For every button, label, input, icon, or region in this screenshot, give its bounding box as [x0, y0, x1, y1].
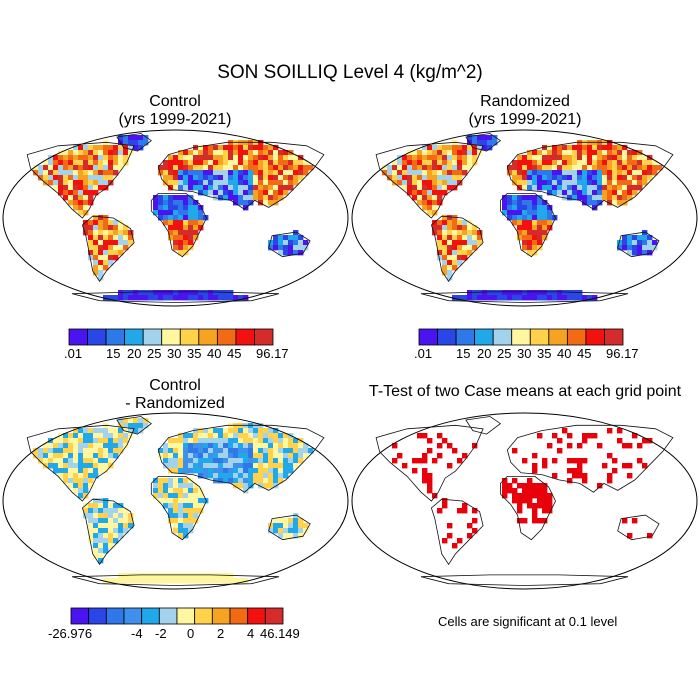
- control-cbar-label-0: .01: [64, 346, 83, 361]
- difference-cbar-label-1: -4: [131, 626, 143, 641]
- difference-cbar-swatch-1: [88, 607, 107, 625]
- difference-cbar-swatch-9: [229, 607, 249, 625]
- difference-cbar-swatch-0: [70, 607, 90, 625]
- difference-cbar-swatch-6: [176, 607, 196, 625]
- difference-cbar-swatch-4: [141, 607, 160, 625]
- significance-note: Cells are significant at 0.1 level: [438, 614, 618, 629]
- randomized-cbar-label-3: 25: [497, 346, 512, 361]
- control-cbar-label-2: 20: [127, 346, 142, 361]
- control-cbar-label-6: 40: [207, 346, 222, 361]
- difference-cbar-label-3: 0: [187, 626, 195, 641]
- difference-cbar-label-2: -2: [155, 626, 167, 641]
- control-title-line1: Control: [149, 93, 201, 110]
- difference-cbar-swatch-5: [158, 607, 178, 625]
- difference-cbar-label-0: -26.976: [48, 626, 93, 641]
- control-cbar-label-5: 35: [187, 346, 202, 361]
- randomized-cbar-label-8: 96.17: [606, 346, 639, 361]
- control-cbar-label-3: 25: [147, 346, 162, 361]
- randomized-title-line2: (yrs 1999-2021): [468, 111, 582, 128]
- control-cbar-label-7: 45: [227, 346, 242, 361]
- control-cbar-label-4: 30: [167, 346, 182, 361]
- difference-cbar-swatch-11: [264, 607, 284, 625]
- randomized-cbar-label-6: 40: [557, 346, 572, 361]
- control-title: Control (yrs 1999-2021): [75, 93, 275, 129]
- randomized-cbar-label-7: 45: [577, 346, 592, 361]
- randomized-cbar-label-0: .01: [414, 346, 433, 361]
- difference-title-line2: - Randomized: [125, 395, 225, 412]
- randomized-cbar-swatch-10: [604, 328, 624, 346]
- difference-title-line1: Control: [149, 377, 201, 394]
- difference-cbar-swatch-7: [194, 607, 213, 625]
- difference-cbar-swatch-10: [247, 607, 266, 625]
- difference-cbar-swatch-3: [123, 607, 143, 625]
- randomized-cbar-label-5: 35: [537, 346, 552, 361]
- difference-cbar-label-6: 46.149: [260, 626, 300, 641]
- difference-title: Control - Randomized: [75, 377, 275, 413]
- randomized-cbar-label-2: 20: [477, 346, 492, 361]
- control-cbar-label-1: 15: [106, 346, 121, 361]
- difference-cbar-label-4: 2: [217, 626, 225, 641]
- randomized-title-line1: Randomized: [480, 93, 570, 110]
- ttest-title: T-Test of two Case means at each grid po…: [368, 383, 682, 400]
- difference-cbar-label-5: 4: [247, 626, 255, 641]
- control-cbar-swatch-10: [254, 328, 274, 346]
- randomized-cbar-label-1: 15: [456, 346, 471, 361]
- control-title-line2: (yrs 1999-2021): [118, 111, 232, 128]
- difference-cbar-swatch-8: [211, 607, 231, 625]
- randomized-cbar-label-4: 30: [517, 346, 532, 361]
- control-cbar-label-8: 96.17: [256, 346, 289, 361]
- difference-cbar-swatch-2: [105, 607, 125, 625]
- main-title: SON SOILLIQ Level 4 (kg/m^2): [217, 62, 483, 83]
- randomized-title: Randomized (yrs 1999-2021): [425, 93, 625, 129]
